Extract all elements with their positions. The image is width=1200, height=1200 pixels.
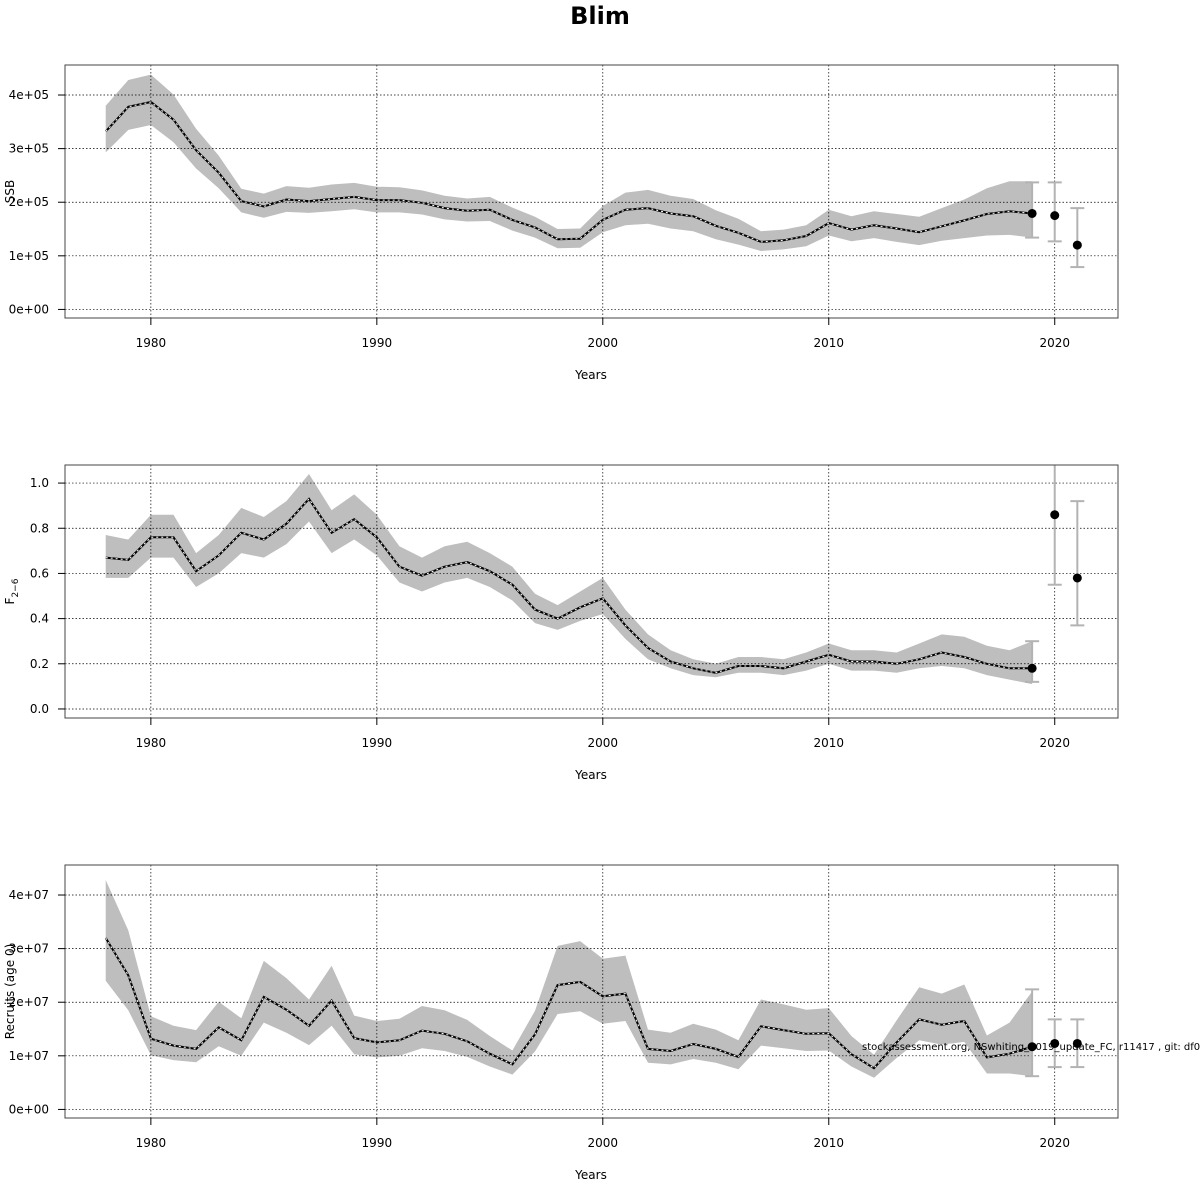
plot-area <box>65 65 1118 318</box>
estimate-line-dash <box>105 498 1033 674</box>
y-axis-label: F2−6 <box>3 578 21 604</box>
panel-1: 1980 1990 2000 2010 2020 0e+00 1e+05 2e+05 3e+05… <box>3 64 1119 382</box>
y-tick-label: 1e+05 <box>9 249 49 263</box>
x-tick-label: 1980 <box>136 336 167 350</box>
plot-area <box>65 465 1118 718</box>
y-tick-label: 3e+07 <box>9 942 49 956</box>
estimate-line-dash <box>105 937 1033 1069</box>
y-tick-label: 4e+05 <box>9 88 49 102</box>
y-tick-label: 2e+05 <box>9 195 49 209</box>
x-tick-label: 1980 <box>136 1136 167 1150</box>
forecast-point <box>1072 573 1082 583</box>
x-tick-label: 2020 <box>1039 336 1070 350</box>
estimate-line-dash <box>105 101 1033 243</box>
y-axis-label: Recruits (age 0) <box>3 944 17 1040</box>
forecast-point <box>1072 240 1082 250</box>
forecast-point <box>1050 211 1060 221</box>
forecast-point <box>1072 1038 1082 1048</box>
chart-title: Blim <box>570 2 630 30</box>
y-tick-label: 0.6 <box>30 566 49 580</box>
confidence-band <box>105 74 1033 251</box>
x-axis-label: Years <box>574 1168 607 1182</box>
x-tick-label: 2010 <box>813 336 844 350</box>
forecast-point <box>1027 1042 1037 1052</box>
y-tick-label: 0.8 <box>30 521 49 535</box>
forecast-point <box>1050 1038 1060 1048</box>
x-tick-label: 1990 <box>362 1136 393 1150</box>
x-axis-label: Years <box>574 768 607 782</box>
plot-area <box>65 865 1118 1118</box>
y-tick-label: 0e+00 <box>9 1102 49 1116</box>
y-tick-label: 3e+05 <box>9 142 49 156</box>
confidence-band <box>105 474 1033 685</box>
x-tick-label: 2010 <box>813 1136 844 1150</box>
confidence-band <box>105 880 1033 1078</box>
y-tick-label: 2e+07 <box>9 995 49 1009</box>
plot-frame <box>64 464 1119 719</box>
x-tick-label: 1990 <box>362 336 393 350</box>
y-tick-label: 1.0 <box>30 476 49 490</box>
forecast-point <box>1050 510 1060 520</box>
x-axis-label: Years <box>574 368 607 382</box>
plot-frame <box>64 64 1119 319</box>
forecast-point <box>1027 663 1037 673</box>
y-tick-label: 0e+00 <box>9 302 49 316</box>
y-tick-label: 1e+07 <box>9 1049 49 1063</box>
plot-frame <box>64 864 1119 1119</box>
x-tick-label: 2000 <box>588 736 619 750</box>
y-tick-label: 0.2 <box>30 657 49 671</box>
y-tick-label: 0.4 <box>30 612 49 626</box>
x-tick-label: 2020 <box>1039 736 1070 750</box>
x-tick-label: 2020 <box>1039 1136 1070 1150</box>
x-tick-label: 2000 <box>588 336 619 350</box>
panel-2: 1980 1990 2000 2010 2020 0.0 0.2 0.4 0.6 0.8 1.0 Ye… <box>3 464 1119 782</box>
x-tick-label: 2010 <box>813 736 844 750</box>
footnote: stockassessment.org, NSwhiting_2019_upda… <box>862 1042 1200 1053</box>
x-tick-label: 1990 <box>362 736 393 750</box>
y-tick-label: 0.0 <box>30 702 49 716</box>
y-axis-label: SSB <box>3 180 17 203</box>
panel-3: 1980 1990 2000 2010 2020 0e+00 1e+07 2e+07 3e+07… <box>3 864 1119 1182</box>
x-tick-label: 1980 <box>136 736 167 750</box>
x-tick-label: 2000 <box>588 1136 619 1150</box>
forecast-point <box>1027 208 1037 218</box>
y-tick-label: 4e+07 <box>9 888 49 902</box>
